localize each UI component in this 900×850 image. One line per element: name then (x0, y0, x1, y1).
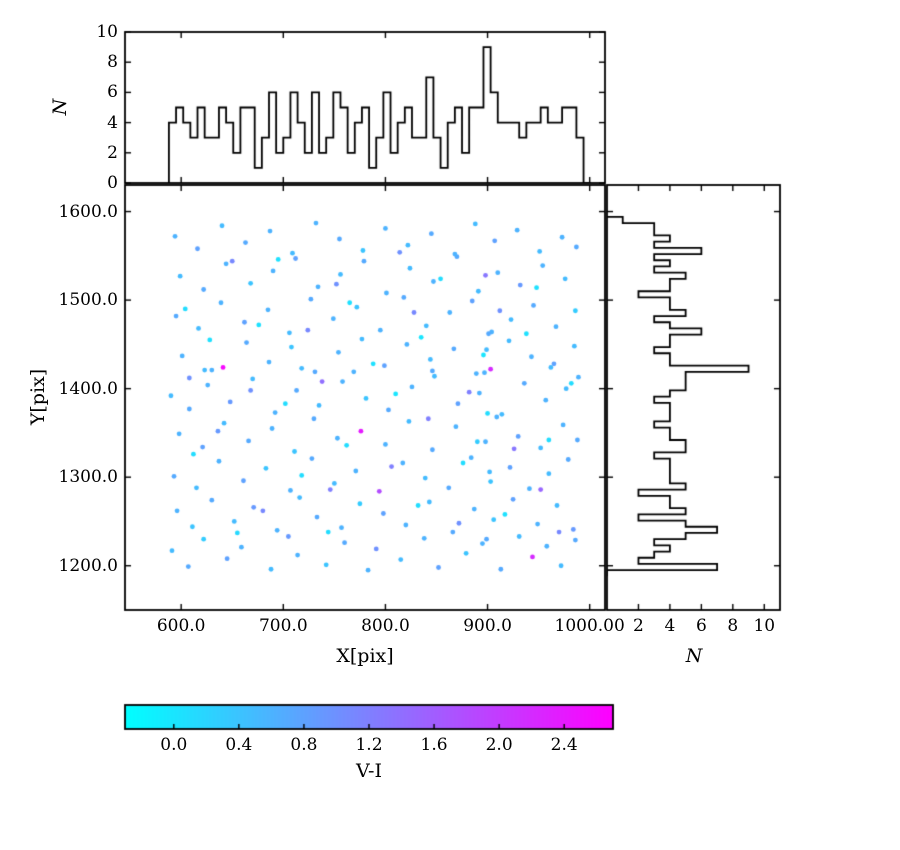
colorbar-tick-label: 2.0 (485, 735, 513, 755)
main-x-tick-label: 900.0 (463, 616, 512, 636)
main-y-tick-label: 1200.0 (58, 555, 118, 576)
main-x-tick-label: 1000.00 (554, 616, 625, 636)
right-hist-x-tick-label: 6 (695, 616, 707, 636)
main-y-tick-label: 1600.0 (58, 201, 118, 222)
colorbar-tick-label: 1.2 (355, 735, 383, 755)
top-hist-y-tick-label: 6 (107, 82, 118, 103)
right-hist-x-tick-label: 10 (753, 616, 776, 636)
y-axis-label: Y[pix] (27, 368, 49, 426)
main-y-tick-label: 1400.0 (58, 378, 118, 399)
colorbar-tick-label: 1.6 (420, 735, 448, 755)
main-y-tick-label: 1500.0 (58, 290, 118, 311)
main-x-tick-label: 700.0 (258, 616, 308, 636)
x-axis-label: X[pix] (336, 645, 394, 667)
top-hist-y-tick-label: 4 (107, 112, 118, 133)
right-hist-x-tick-label: 2 (633, 616, 644, 636)
main-y-tick-label: 1300.0 (58, 467, 118, 488)
colorbar-tick-label: 0.8 (290, 735, 318, 755)
right-hist-xlabel: N (685, 645, 703, 667)
colorbar-label: V-I (356, 760, 382, 782)
right-hist-x-tick-label: 4 (664, 616, 676, 636)
top-hist-y-tick-label: 0 (107, 173, 118, 193)
top-hist-ylabel: N (49, 98, 71, 116)
main-x-tick-label: 600.0 (156, 616, 206, 636)
top-hist-y-tick-label: 10 (96, 22, 118, 42)
colorbar-tick-label: 2.4 (550, 735, 578, 755)
main-x-tick-label: 800.0 (361, 616, 410, 636)
top-hist-y-tick-label: 8 (107, 52, 118, 73)
top-hist-y-tick-label: 2 (107, 142, 118, 163)
colorbar-tick-label: 0.0 (160, 735, 188, 755)
right-hist-x-tick-label: 8 (727, 616, 739, 636)
colorbar-tick-label: 0.4 (225, 735, 253, 755)
